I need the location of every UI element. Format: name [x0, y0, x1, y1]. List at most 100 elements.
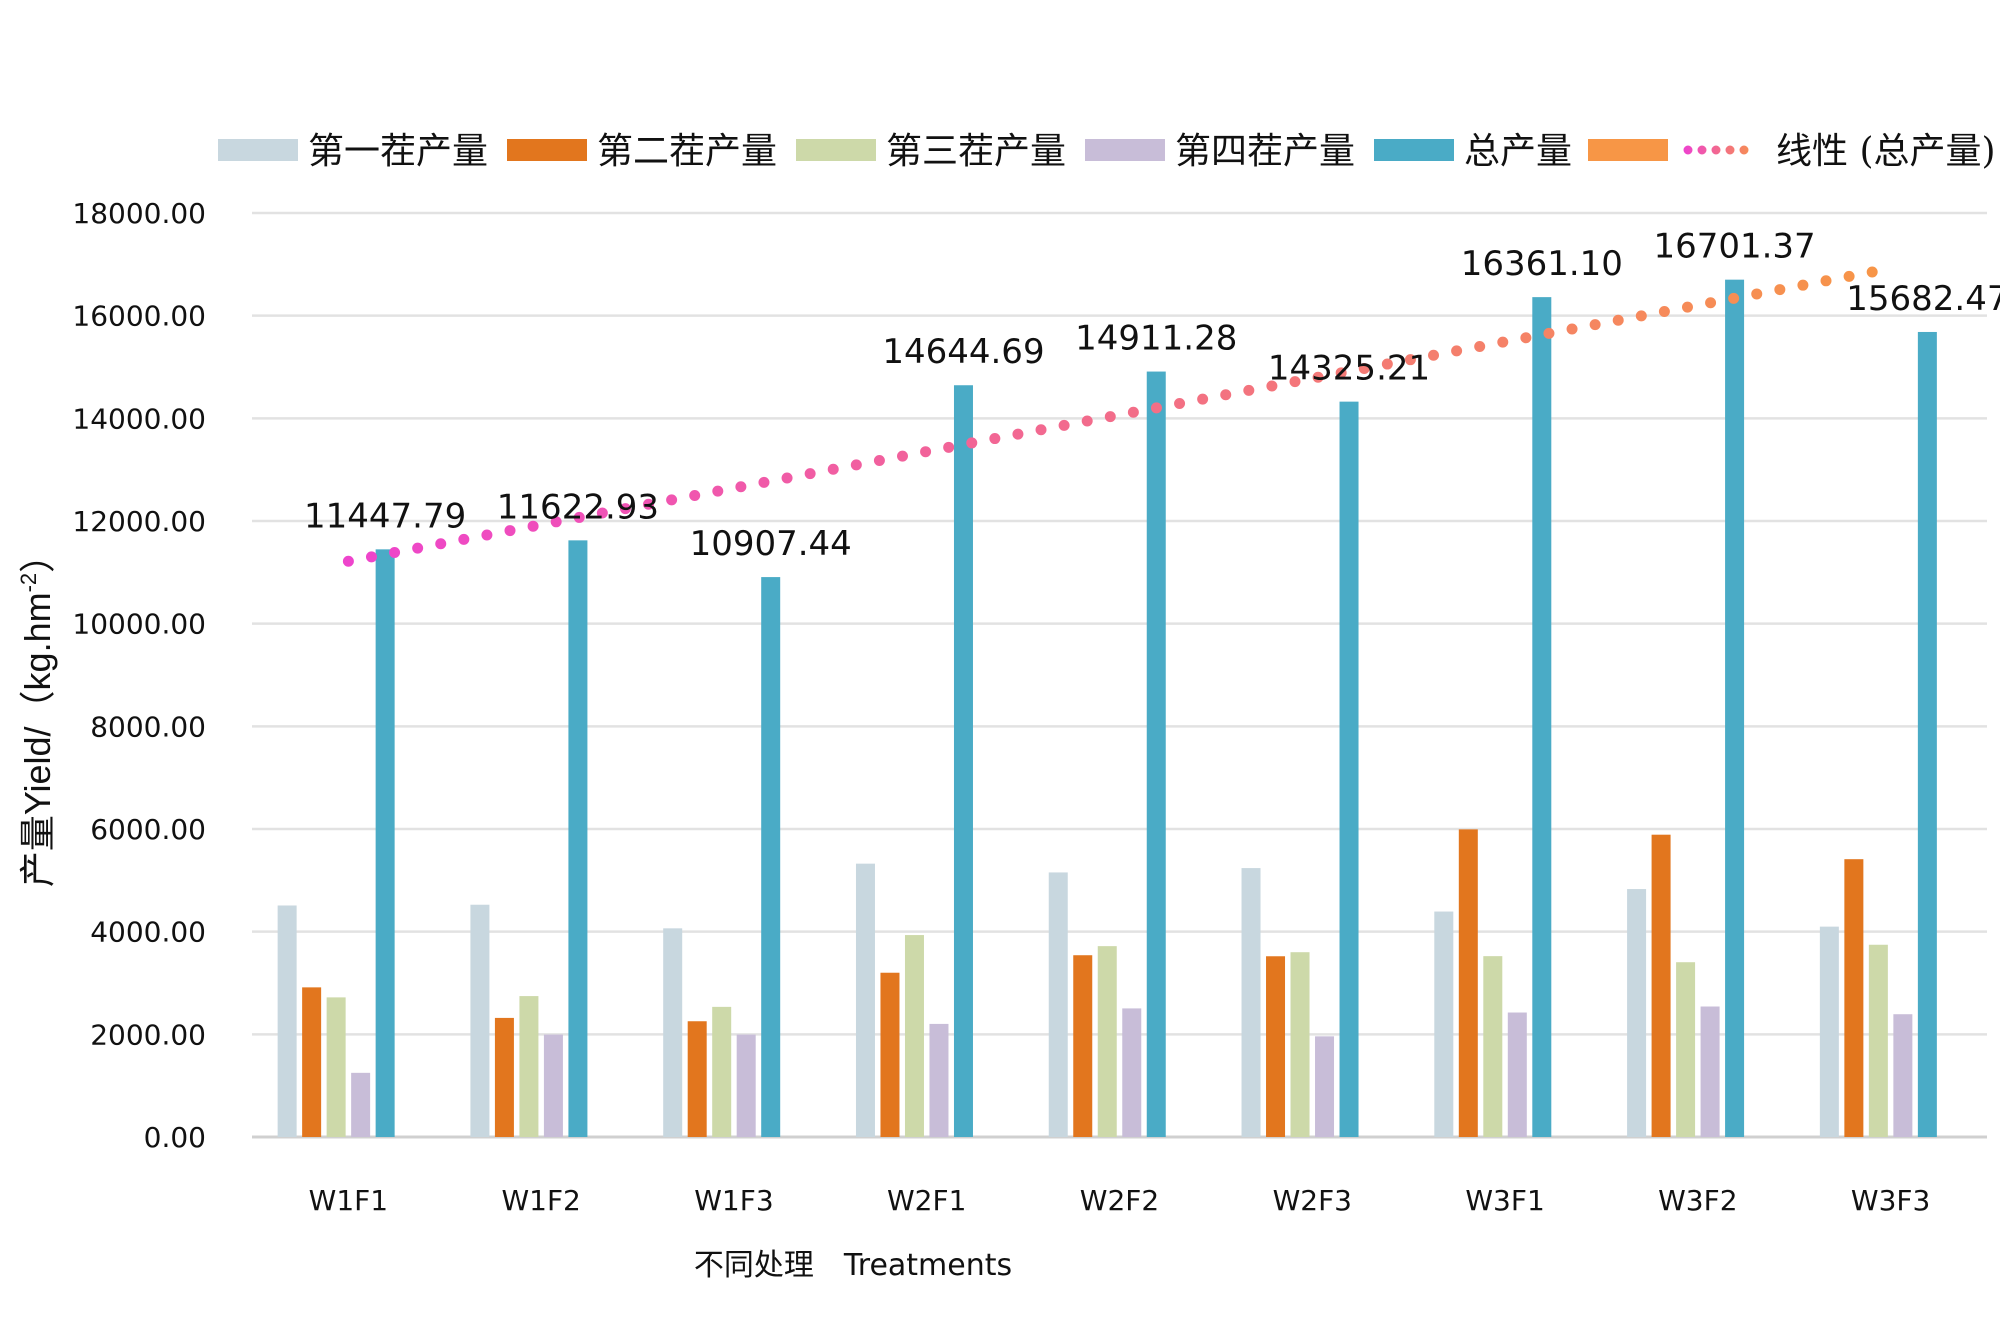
- trendline: [342, 263, 1897, 567]
- bar-series-3-w2f1: [904, 935, 924, 1137]
- bar-group-w2f3: [1241, 401, 1359, 1137]
- bar-series-2-w3f1: [1458, 829, 1478, 1137]
- bar-series-5-w3f2: [1725, 279, 1745, 1138]
- y-axis-title-sup: -2: [16, 573, 41, 593]
- y-tick-label: 6000.00: [90, 813, 206, 846]
- legend-label: 第三茬产量: [886, 131, 1066, 172]
- bar-series-1-w3f3: [1819, 926, 1839, 1137]
- x-tick-label-w2f2: W2F2: [1080, 1184, 1159, 1217]
- bar-group-w3f3: [1819, 331, 1937, 1137]
- data-label-w2f2: 14911.28: [1075, 319, 1237, 359]
- bar-group-w1f3: [663, 577, 781, 1137]
- y-tick-label: 2000.00: [90, 1018, 206, 1051]
- legend: 第一茬产量 第二茬产量 第三茬产量 第四茬产量 总产量 线性 (总产量): [218, 131, 1996, 172]
- bar-series-2-w2f2: [1073, 955, 1093, 1137]
- bars: [277, 279, 1937, 1138]
- x-tick-label-w1f2: W1F2: [501, 1184, 580, 1217]
- legend-swatch: [796, 139, 876, 161]
- legend-swatch: [1588, 139, 1668, 161]
- bar-series-4-w2f1: [929, 1023, 949, 1137]
- bar-series-3-w1f3: [712, 1006, 732, 1137]
- bar-group-w2f2: [1048, 371, 1166, 1137]
- y-tick-label: 10000.00: [72, 608, 206, 641]
- x-tick-label-w2f1: W2F1: [887, 1184, 966, 1217]
- bar-series-2-w1f3: [687, 1021, 707, 1137]
- bar-series-2-w1f2: [494, 1017, 514, 1137]
- bar-series-3-w3f1: [1483, 956, 1503, 1137]
- x-tick-label-w2f3: W2F3: [1273, 1184, 1352, 1217]
- bar-series-1-w1f3: [663, 928, 683, 1137]
- bar-series-3-w2f2: [1097, 946, 1117, 1137]
- bar-series-4-w3f1: [1507, 1012, 1527, 1137]
- data-label-w3f2: 16701.37: [1653, 227, 1815, 267]
- x-tick-label-w3f1: W3F1: [1465, 1184, 1544, 1217]
- data-label-w3f3: 15682.47: [1846, 279, 2000, 319]
- x-tick-label-w1f3: W1F3: [694, 1184, 773, 1217]
- bar-series-4-w3f2: [1700, 1006, 1720, 1137]
- bar-group-w2f1: [855, 385, 973, 1137]
- data-label-w1f1: 11447.79: [304, 496, 466, 536]
- bar-series-1-w2f3: [1241, 868, 1261, 1137]
- bar-series-4-w1f3: [736, 1034, 756, 1137]
- gridlines: [252, 211, 1987, 1139]
- legend-swatch: [507, 139, 587, 161]
- legend-item-1: 第一茬产量: [218, 131, 488, 172]
- y-axis-title-end: ）: [17, 537, 58, 573]
- data-label-w1f3: 10907.44: [690, 524, 852, 564]
- bar-series-1-w2f2: [1048, 872, 1068, 1137]
- bar-group-w3f1: [1434, 297, 1552, 1137]
- x-tick-label-w3f3: W3F3: [1851, 1184, 1930, 1217]
- bar-series-3-w1f1: [326, 997, 346, 1137]
- legend-item-2: 第二茬产量: [507, 131, 777, 172]
- y-tick-label: 4000.00: [90, 916, 206, 949]
- bar-series-2-w2f3: [1266, 956, 1286, 1137]
- legend-item-6: [1588, 139, 1668, 161]
- x-tick-label-w3f2: W3F2: [1658, 1184, 1737, 1217]
- data-label-w1f2: 11622.93: [497, 487, 659, 527]
- bar-series-5-w2f3: [1339, 401, 1359, 1137]
- legend-swatch: [218, 139, 298, 161]
- bar-series-4-w3f3: [1893, 1014, 1913, 1137]
- legend-item-4: 第四茬产量: [1085, 131, 1355, 172]
- legend-label: 总产量: [1464, 131, 1572, 172]
- bar-series-3-w3f2: [1676, 962, 1696, 1137]
- bar-series-2-w3f3: [1844, 859, 1864, 1137]
- bar-series-1-w1f1: [277, 905, 297, 1137]
- data-label-w3f1: 16361.10: [1461, 244, 1623, 284]
- bar-series-3-w2f3: [1290, 952, 1310, 1137]
- legend-label: 第一茬产量: [308, 131, 488, 172]
- bar-series-5-w3f3: [1917, 331, 1937, 1137]
- data-label-w2f3: 14325.21: [1268, 349, 1430, 389]
- bar-series-2-w2f1: [880, 972, 900, 1137]
- y-tick-label: 16000.00: [72, 300, 206, 333]
- bar-series-4-w2f2: [1122, 1008, 1142, 1137]
- x-axis-category-labels: W1F1 W1F2 W1F3 W2F1 W2F2 W2F3 W3F1 W3F2 W3F3: [309, 1184, 1931, 1217]
- bar-group-w1f2: [470, 540, 588, 1137]
- bar-series-4-w2f3: [1315, 1036, 1335, 1137]
- bar-series-4-w1f2: [543, 1034, 563, 1137]
- trendline-path: [342, 263, 1897, 567]
- bar-series-1-w1f2: [470, 904, 490, 1137]
- legend-item-5: 总产量: [1374, 131, 1572, 172]
- bar-series-5-w1f2: [568, 540, 588, 1137]
- bar-series-3-w1f2: [519, 996, 539, 1137]
- y-axis-tick-labels: 0.00 2000.00 4000.00 6000.00 8000.00 10000.00…: [72, 197, 206, 1154]
- bar-series-1-w2f1: [855, 863, 875, 1137]
- bar-series-4-w1f1: [351, 1072, 371, 1137]
- y-axis-title-main: 产量Yield/（kg.hm: [17, 592, 58, 887]
- legend-item-3: 第三茬产量: [796, 131, 1066, 172]
- legend-label: 第四茬产量: [1175, 131, 1355, 172]
- bar-series-5-w2f2: [1146, 371, 1166, 1137]
- legend-swatch: [1085, 139, 1165, 161]
- x-tick-label-w1f1: W1F1: [309, 1184, 388, 1217]
- bar-series-5-w1f1: [375, 549, 395, 1137]
- bar-series-3-w3f3: [1868, 944, 1888, 1137]
- bar-series-5-w3f1: [1532, 297, 1552, 1137]
- bar-series-2-w1f1: [302, 987, 322, 1137]
- bar-series-1-w3f2: [1627, 889, 1647, 1137]
- y-tick-label: 8000.00: [90, 710, 206, 743]
- legend-label: 线性 (总产量): [1776, 131, 1996, 172]
- bar-group-w1f1: [277, 549, 395, 1137]
- data-labels: 11447.79 11622.93 10907.44 14644.69 14911.28…: [304, 227, 2000, 564]
